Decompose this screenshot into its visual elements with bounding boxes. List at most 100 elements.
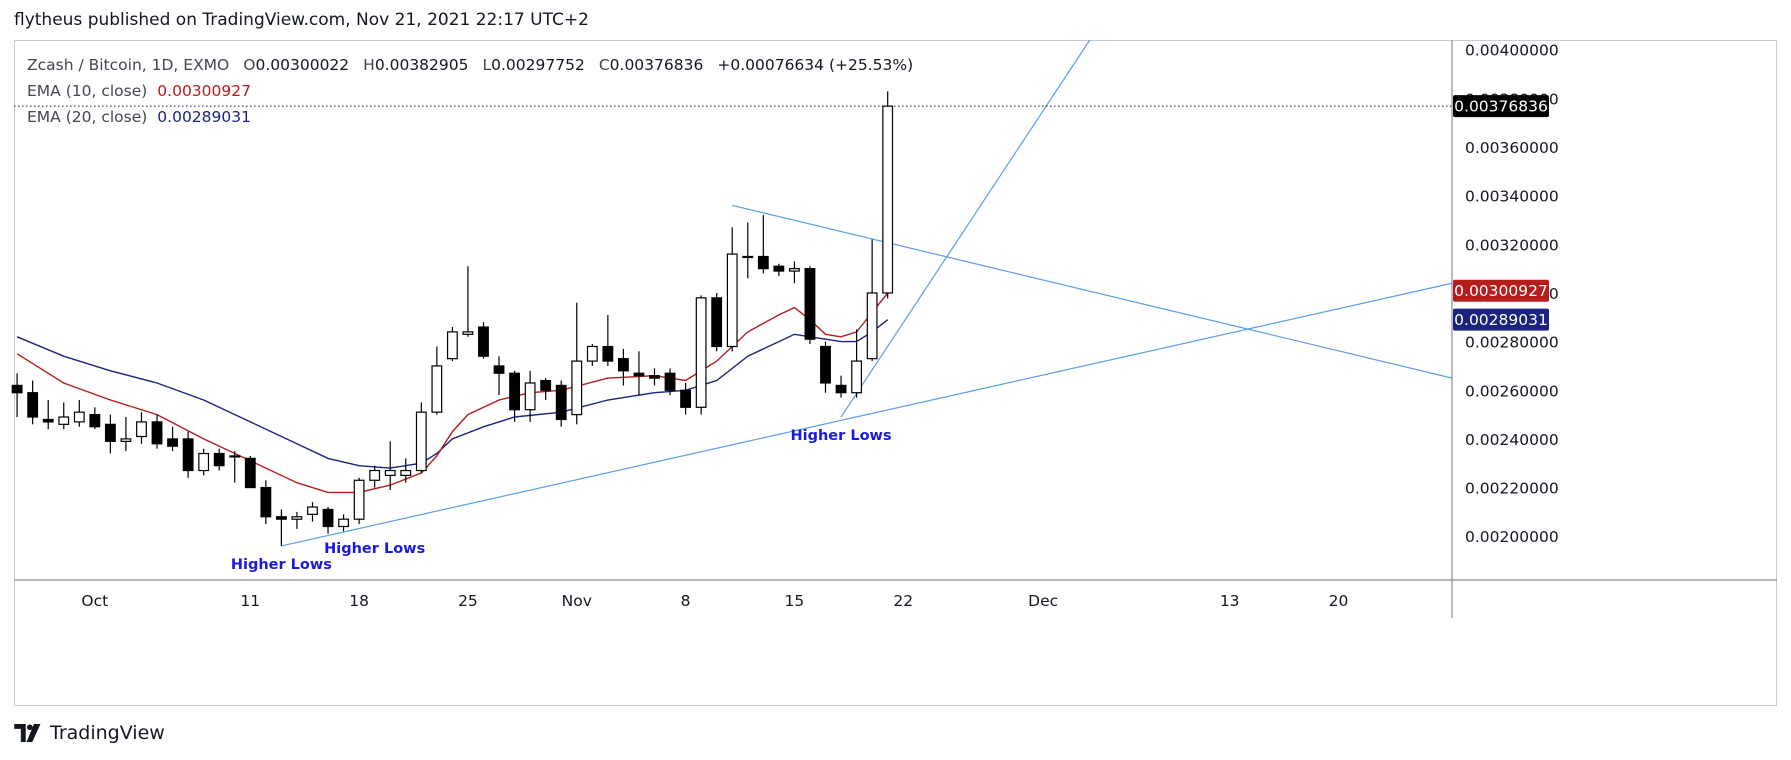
candle-body — [338, 518, 349, 528]
price-tick-label: 0.00220000 — [1465, 480, 1559, 498]
candle — [338, 514, 349, 532]
candle-body — [493, 365, 505, 374]
candle-body — [353, 479, 365, 520]
last-price-badge-text: 0.00376836 — [1454, 98, 1548, 116]
candle — [695, 295, 707, 415]
candle-body — [322, 508, 334, 528]
ema10-line — [16, 292, 889, 494]
time-tick-label: 11 — [240, 592, 260, 610]
candle — [602, 314, 614, 366]
price-tick-label: 0.00360000 — [1465, 139, 1559, 157]
legend-ema10-row[interactable]: EMA (10, close) 0.00300927 — [27, 78, 927, 104]
candle-body — [167, 438, 178, 447]
candle — [820, 341, 831, 393]
candle — [167, 426, 178, 452]
ohlc-low-value: 0.00297752 — [491, 56, 585, 74]
candle-body — [136, 421, 147, 438]
candle — [726, 227, 738, 352]
candle-body — [478, 326, 489, 357]
candle — [353, 477, 365, 525]
candle — [649, 368, 660, 386]
ohlc-low-key: L — [482, 56, 492, 74]
symbol-label[interactable]: Zcash / Bitcoin, 1D, EXMO — [27, 56, 230, 74]
time-tick-label: 18 — [349, 592, 369, 610]
candle — [555, 380, 567, 427]
candle-body — [742, 255, 754, 259]
candle-body — [462, 331, 474, 335]
ohlc-high-value: 0.00382905 — [374, 56, 469, 74]
higher-lows-annotation: Higher Lows — [231, 557, 332, 573]
candle — [664, 368, 676, 396]
candle — [509, 370, 520, 422]
ema10-price-badge-text: 0.00300927 — [1454, 282, 1548, 300]
candle — [835, 375, 847, 398]
ema10-label: EMA (10, close) — [27, 82, 148, 100]
higher-lows-annotation: Higher Lows — [791, 428, 892, 444]
price-tick-label: 0.00340000 — [1465, 188, 1559, 206]
candle-body — [555, 384, 567, 421]
candle — [866, 239, 878, 362]
candle-body — [695, 297, 707, 408]
candle-body — [89, 413, 101, 428]
candle — [244, 455, 256, 489]
ohlc-close-value: 0.00376836 — [609, 56, 704, 74]
candle-body — [369, 469, 381, 481]
candle-body — [788, 268, 800, 272]
candle-body — [851, 360, 863, 394]
candle — [478, 322, 489, 359]
candle — [27, 380, 39, 425]
ema20-value: 0.00289031 — [157, 108, 251, 126]
candle-body — [400, 469, 412, 477]
legend-ema20-row[interactable]: EMA (20, close) 0.00289031 — [27, 104, 927, 130]
candle-body — [882, 105, 894, 294]
ema20-price-badge-bg — [1453, 308, 1549, 331]
candle — [73, 400, 85, 427]
candle-body — [804, 268, 816, 340]
price-tick-label: 0.00280000 — [1465, 334, 1559, 352]
ema10-value: 0.00300927 — [157, 82, 251, 100]
trendline-layer — [281, 39, 1453, 547]
candle — [788, 261, 800, 284]
trendline-steep-support — [840, 39, 1091, 418]
candle — [322, 507, 334, 534]
candle — [711, 292, 723, 352]
chart-legend: Zcash / Bitcoin, 1D, EXMO O0.00300022 H0.0… — [27, 52, 927, 130]
ema20-line — [16, 319, 889, 469]
candle — [493, 356, 505, 396]
candle — [757, 215, 769, 274]
candle — [804, 266, 816, 345]
candle-body — [151, 421, 163, 445]
candle — [462, 266, 474, 337]
candle-body — [757, 255, 769, 270]
indicator-layer — [16, 292, 889, 494]
candle — [151, 414, 163, 449]
candle — [369, 465, 381, 488]
candle-body — [649, 375, 660, 379]
candle — [213, 448, 225, 471]
candle-body — [42, 418, 54, 423]
candle — [58, 402, 70, 430]
candle-body — [680, 389, 692, 408]
tradingview-logo-icon — [14, 724, 41, 742]
candle-body — [229, 455, 241, 458]
candle-body — [540, 379, 552, 391]
candle-body — [431, 365, 443, 413]
price-tick-label: 0.00240000 — [1465, 431, 1559, 449]
candle — [415, 402, 427, 473]
ema20-price-badge: 0.00289031 — [1453, 308, 1549, 331]
candle-body — [586, 345, 598, 362]
candle — [291, 511, 303, 529]
candle-body — [617, 358, 629, 372]
candle-body — [524, 382, 536, 411]
ohlc-change: +0.00076634 (+25.53%) — [717, 56, 914, 74]
higher-lows-annotation: Higher Lows — [324, 541, 425, 557]
candle-body — [307, 506, 318, 515]
candle-body — [213, 452, 225, 467]
candle — [571, 302, 583, 425]
candle-body — [291, 516, 303, 520]
candle — [198, 448, 210, 476]
footer-brand[interactable]: TradingView — [14, 722, 165, 744]
candle-body — [711, 297, 723, 348]
candle — [11, 373, 23, 418]
